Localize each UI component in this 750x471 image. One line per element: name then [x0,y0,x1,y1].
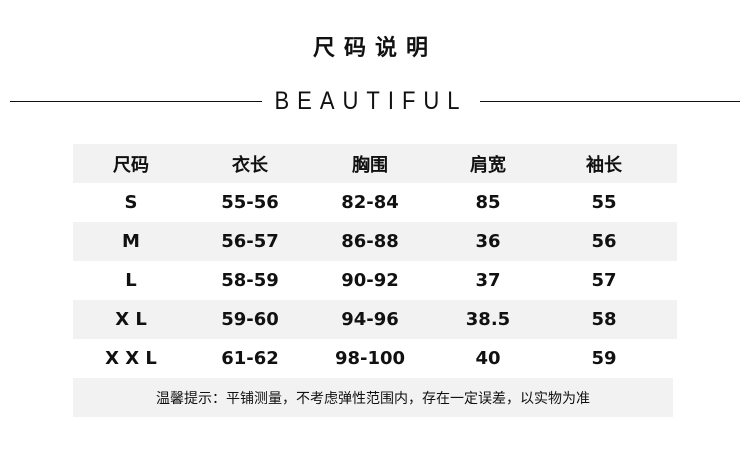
table-cell: 40 [475,348,501,369]
table-cell: 55 [591,192,617,213]
table-cell: 36 [475,231,501,252]
table-header-row: 尺码 衣长 胸围 肩宽 袖长 [73,144,677,183]
table-cell: 59-60 [221,309,279,330]
table-cell: 61-62 [221,348,279,369]
page-title: 尺码说明 [312,36,437,61]
table-cell: 37 [475,270,501,291]
header-cell: 衣长 [232,154,268,176]
table-cell: 55-56 [221,192,279,213]
header-cell: 尺码 [113,154,149,176]
table-cell: S [124,192,138,213]
measurement-note: 温馨提示：平铺测量，不考虑弹性范围内，存在一定误差，以实物为准 [73,378,673,417]
divider-line-right [480,101,740,102]
table-row: L 58-59 90-92 37 57 [73,261,677,300]
table-cell: 56-57 [221,231,279,252]
table-cell: 86-88 [341,231,399,252]
table-cell: 58-59 [221,270,279,291]
table-cell: 82-84 [341,192,399,213]
header-cell: 胸围 [352,154,388,176]
size-table: 尺码 衣长 胸围 肩宽 袖长 S 55-56 82-84 85 55 M 56-… [73,144,677,417]
table-cell: X X L [105,348,157,369]
table-cell: L [125,270,137,291]
header-cell: 袖长 [586,154,622,176]
header-cell: 肩宽 [470,154,506,176]
table-cell: 98-100 [334,348,406,369]
table-row: M 56-57 86-88 36 56 [73,222,677,261]
table-cell: 38.5 [465,309,511,330]
table-row: S 55-56 82-84 85 55 [73,183,677,222]
table-cell: M [122,231,140,252]
table-cell: 57 [591,270,617,291]
table-cell: 56 [591,231,617,252]
brand-text: BEAUTIFUL [274,86,468,115]
table-cell: 58 [591,309,617,330]
table-cell: 90-92 [341,270,399,291]
table-row: X L 59-60 94-96 38.5 58 [73,300,677,339]
table-cell: 85 [475,192,501,213]
table-cell: X L [115,309,147,330]
table-cell: 94-96 [341,309,399,330]
table-cell: 59 [591,348,617,369]
divider-line-left [10,101,262,102]
brand-divider: BEAUTIFUL [0,86,750,116]
table-row: X X L 61-62 98-100 40 59 [73,339,677,378]
